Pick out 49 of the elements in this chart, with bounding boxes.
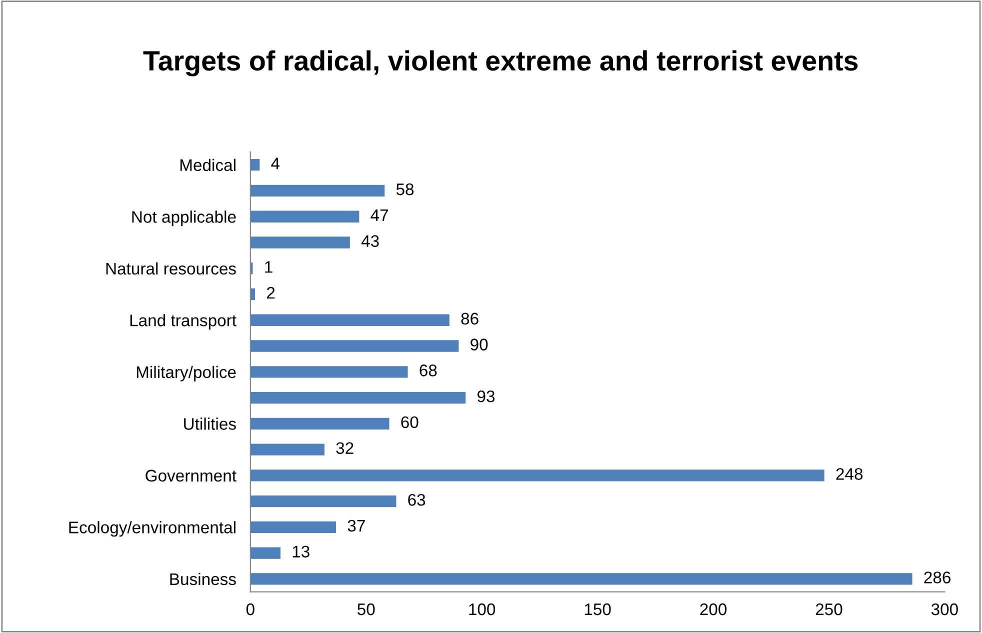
bar: [250, 210, 360, 222]
data-label: 2: [266, 286, 275, 299]
bar: [250, 495, 396, 508]
data-label: 37: [348, 520, 365, 532]
x-tick-label: 150: [584, 603, 611, 616]
data-label: 32: [336, 442, 354, 454]
bar: [250, 159, 260, 171]
y-tick-label: Military/police: [136, 366, 236, 382]
bar: [250, 444, 324, 456]
data-label: 63: [408, 494, 426, 506]
data-label: 90: [470, 338, 488, 350]
x-tick-label: 200: [700, 603, 727, 616]
data-label: 58: [396, 183, 414, 196]
bar: [250, 314, 450, 326]
y-tick-label: Utilities: [184, 418, 236, 430]
data-label: 68: [420, 364, 437, 376]
chart-title: Targets of radical, violent extreme and terrorist events: [143, 50, 858, 76]
x-tick-label: 100: [469, 603, 496, 616]
bar: [250, 573, 912, 585]
bar: [250, 236, 350, 248]
x-tick-label: 250: [816, 603, 842, 616]
bar: [250, 184, 385, 197]
bar: [250, 521, 336, 533]
y-tick-label: Not applicable: [132, 210, 236, 226]
bar: [250, 392, 466, 404]
data-label: 93: [478, 390, 495, 402]
x-tick-label: 50: [358, 603, 375, 616]
data-label: 248: [836, 468, 863, 480]
y-tick-label: Natural resources: [106, 262, 236, 275]
y-tick-label: Medical: [180, 158, 236, 172]
x-tick-label: 0: [246, 603, 254, 616]
bar: [250, 366, 408, 378]
bar: [250, 470, 824, 482]
data-label: 13: [292, 546, 310, 558]
data-label: 60: [401, 416, 418, 428]
y-tick-label: Government: [146, 470, 236, 482]
bar: [250, 340, 459, 352]
data-label: 47: [370, 209, 388, 221]
data-label: 43: [361, 235, 379, 247]
y-tick-label: Land transport: [130, 314, 236, 330]
data-label: 1: [265, 261, 272, 273]
data-label: 86: [461, 312, 478, 325]
x-tick-label: 300: [931, 603, 958, 616]
bar: [250, 547, 280, 559]
bar: [250, 418, 390, 430]
y-tick-label: Business: [170, 572, 236, 586]
data-label: 4: [271, 158, 280, 170]
y-tick-label: Ecology/environmental: [69, 521, 236, 537]
data-label: 286: [924, 572, 950, 584]
